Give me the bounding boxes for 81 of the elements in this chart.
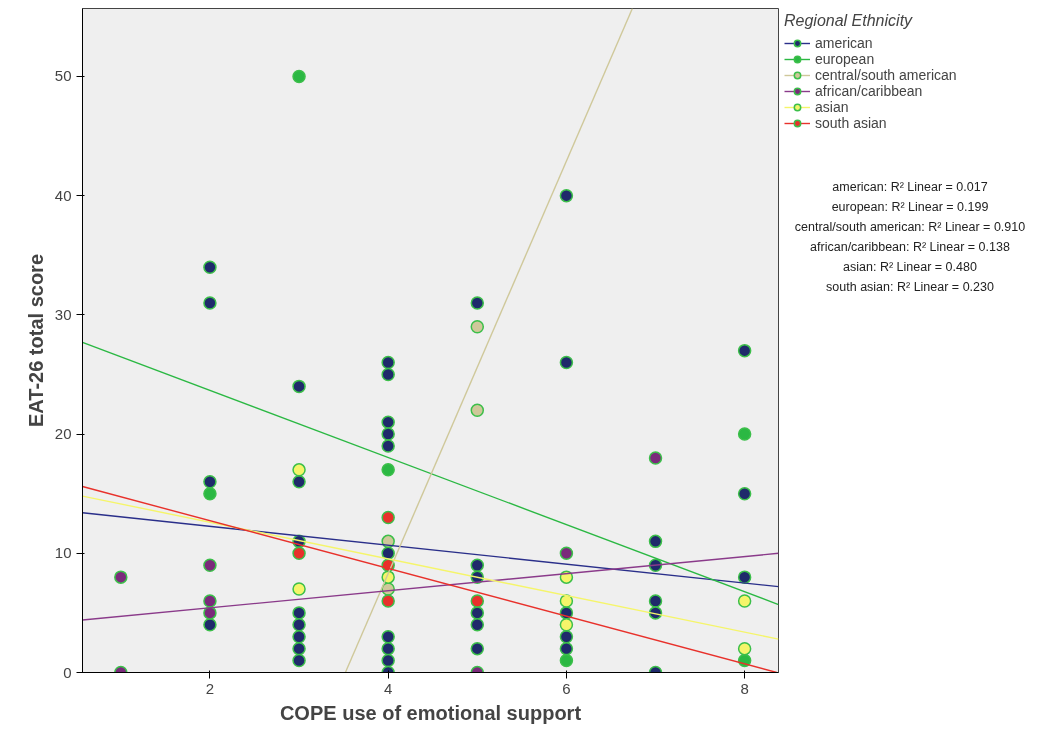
- point: [559, 641, 574, 656]
- point: [292, 618, 306, 632]
- point: [203, 606, 217, 620]
- y-tick-label: 20: [54, 425, 72, 443]
- x-tick-label: 4: [384, 679, 393, 697]
- point: [203, 296, 217, 310]
- point: [381, 594, 395, 608]
- point: [648, 594, 663, 608]
- point: [737, 343, 752, 358]
- point: [292, 641, 306, 656]
- legend-label: south asian: [815, 115, 887, 131]
- point: [292, 69, 306, 84]
- point: [737, 641, 752, 656]
- point: [203, 558, 217, 572]
- point: [203, 594, 217, 608]
- point: [381, 630, 395, 644]
- point: [737, 594, 752, 608]
- point: [292, 653, 306, 668]
- y-tick-label: 10: [54, 544, 72, 562]
- point: [292, 630, 306, 644]
- point: [737, 486, 752, 501]
- text: african/caribbean: R² Linear = 0.138: [810, 240, 1010, 255]
- point: [737, 427, 752, 441]
- point: [203, 486, 217, 501]
- point: [648, 451, 663, 465]
- y-axis-title: EAT-26 total score: [24, 253, 47, 428]
- point: [114, 570, 128, 584]
- point: [292, 606, 306, 620]
- point: [381, 510, 395, 525]
- x-tick-label: 6: [562, 679, 571, 697]
- text: south asian: R² Linear = 0.230: [826, 280, 994, 295]
- legend-label: african/caribbean: [815, 83, 923, 99]
- point: [470, 403, 485, 417]
- point: [470, 606, 485, 620]
- point: [559, 546, 574, 561]
- point: [381, 463, 395, 477]
- point: [559, 630, 574, 644]
- point: [470, 296, 485, 310]
- point: [381, 439, 395, 453]
- y-tick-label: 50: [54, 67, 72, 85]
- point: [470, 320, 485, 334]
- y-tick-label: 0: [63, 663, 72, 681]
- point: [737, 570, 752, 584]
- point: [559, 653, 574, 668]
- point: [381, 641, 395, 656]
- y-tick-label: 40: [54, 186, 72, 204]
- legend-label: american: [815, 35, 873, 51]
- point: [470, 558, 485, 572]
- point: [203, 475, 217, 489]
- point: [381, 427, 395, 441]
- point: [203, 618, 217, 632]
- text: european: R² Linear = 0.199: [831, 200, 989, 215]
- point: [381, 415, 395, 429]
- x-axis-title: COPE use of emotional support: [279, 701, 582, 724]
- point: [292, 463, 306, 477]
- point: [292, 379, 306, 394]
- point: [559, 618, 574, 632]
- point: [559, 188, 574, 203]
- text: central/south american: R² Linear = 0.910: [794, 220, 1026, 235]
- point: [559, 594, 574, 608]
- point: [292, 475, 306, 489]
- point: [559, 355, 574, 370]
- x-tick-label: 8: [740, 679, 749, 697]
- point: [203, 260, 217, 274]
- point: [381, 355, 395, 370]
- point: [292, 582, 306, 596]
- x-tick-label: 2: [205, 679, 215, 697]
- legend-label: european: [815, 51, 875, 67]
- point: [381, 367, 395, 382]
- legend-label: asian: [815, 99, 849, 115]
- legend-label: central/south american: [815, 67, 957, 83]
- text: asian: R² Linear = 0.480: [843, 260, 977, 275]
- point: [381, 653, 395, 668]
- point: [470, 618, 485, 632]
- y-tick-label: 30: [54, 305, 72, 323]
- legend-title: Regional Ethnicity: [784, 12, 914, 30]
- point: [648, 534, 663, 549]
- point: [292, 546, 306, 561]
- point: [470, 594, 485, 608]
- text: american: R² Linear = 0.017: [832, 180, 988, 195]
- point: [470, 641, 485, 656]
